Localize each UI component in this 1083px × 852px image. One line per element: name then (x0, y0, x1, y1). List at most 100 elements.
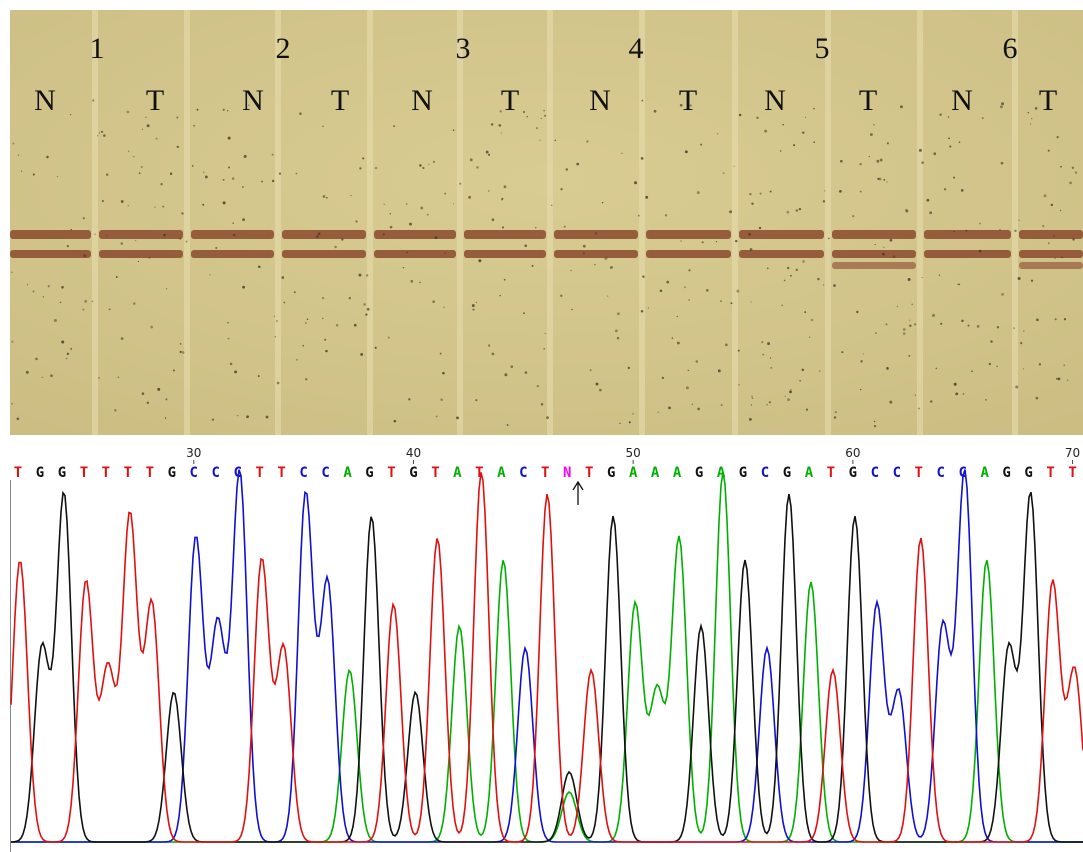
gel-speckle (261, 180, 264, 183)
gel-speckle (273, 315, 276, 318)
gel-speckle (293, 291, 296, 294)
gel-lane-band (1019, 262, 1083, 269)
gel-speckle (26, 284, 29, 286)
gel-speckle (960, 188, 964, 192)
gel-speckle (98, 132, 101, 134)
gel-speckle (1035, 396, 1039, 400)
gel-speckle (840, 159, 843, 163)
base-call: A (805, 465, 814, 481)
gel-speckle (209, 274, 211, 276)
gel-speckle (402, 266, 405, 269)
gel-speckle (795, 268, 798, 272)
gel-speckle (869, 133, 873, 136)
gel-speckle (166, 288, 168, 290)
gel-speckle (1036, 318, 1039, 322)
gel-speckle (276, 381, 280, 385)
gel-speckle (215, 246, 218, 250)
gel-speckle (535, 227, 537, 229)
gel-speckle (886, 142, 889, 145)
base-call: C (937, 465, 945, 481)
gel-speckle (204, 175, 208, 179)
gel-speckle (132, 155, 135, 158)
gel-speckle (716, 132, 719, 135)
gel-speckle (909, 319, 911, 321)
gel-speckle (452, 203, 455, 205)
gel-speckle (876, 159, 880, 163)
gel-speckle (1018, 219, 1020, 221)
gel-speckle (782, 123, 784, 126)
gel-speckle (243, 154, 247, 158)
gel-speckle (955, 392, 959, 396)
gel-speckle (902, 332, 906, 335)
gel-speckle (191, 165, 194, 167)
gel-speckle (295, 172, 298, 175)
gel-speckle (487, 153, 491, 157)
gel-speckle (164, 417, 167, 419)
gel-speckle (824, 190, 826, 192)
base-call: C (893, 465, 901, 481)
gel-speckle (325, 349, 328, 353)
base-call: T (14, 465, 22, 481)
gel-speckle (248, 104, 250, 106)
gel-lane-band (374, 250, 456, 258)
gel-speckle (469, 158, 473, 162)
gel-speckle (503, 278, 506, 281)
gel-speckle (819, 370, 821, 372)
gel-speckle (155, 137, 158, 140)
gel-speckle (176, 145, 179, 149)
base-call: C (233, 465, 241, 481)
gel-speckle (749, 192, 752, 196)
gel-speckle (179, 342, 182, 345)
gel-speckle (350, 195, 352, 197)
gel-speckle (640, 310, 644, 313)
gel-speckle (202, 203, 205, 206)
gel-speckle (61, 340, 65, 344)
gel-lane-band (464, 250, 546, 258)
gel-speckle (82, 308, 85, 311)
gel-lane-gap (825, 10, 831, 435)
base-call: C (190, 465, 198, 481)
gel-speckle (299, 112, 302, 116)
gel-speckle (715, 240, 718, 243)
gel-speckle (1015, 385, 1019, 389)
gel-speckle (524, 371, 528, 374)
gel-speckle (276, 320, 278, 322)
gel-speckle (296, 358, 298, 361)
gel-speckle (738, 383, 740, 386)
gel-speckle (524, 244, 528, 248)
gel-speckle (918, 148, 922, 152)
gel-speckle (499, 110, 502, 113)
gel-speckle (35, 357, 38, 361)
gel-speckle (324, 338, 327, 341)
gel-speckle (852, 215, 855, 218)
gel-speckle (61, 286, 64, 289)
gel-speckle (730, 302, 733, 305)
gel-speckle (659, 289, 663, 293)
base-call: G (739, 465, 747, 481)
gel-speckle (227, 321, 229, 324)
gel-speckle (802, 260, 805, 263)
gel-speckle (134, 239, 137, 242)
gel-speckle (432, 300, 436, 304)
gel-speckle (751, 202, 754, 205)
gel-speckle (383, 203, 385, 205)
gel-lane-band (1019, 230, 1083, 239)
gel-speckle (1063, 318, 1067, 321)
gel-speckle (619, 422, 621, 424)
base-call: G (1024, 465, 1032, 481)
gel-speckle (523, 312, 525, 314)
gel-speckle (1054, 318, 1057, 321)
gel-speckle (196, 108, 199, 111)
base-call: T (541, 465, 549, 481)
gel-speckle (222, 178, 225, 181)
gel-speckle (322, 317, 324, 320)
gel-speckle (856, 310, 859, 314)
gel-speckle (353, 323, 357, 327)
gel-speckle (1050, 203, 1054, 207)
gel-speckle (988, 362, 991, 366)
gel-speckle (859, 163, 862, 166)
gel-speckle (358, 273, 362, 277)
gel-speckle (234, 370, 238, 374)
gel-speckle (475, 399, 478, 402)
gel-speckle (25, 370, 29, 374)
